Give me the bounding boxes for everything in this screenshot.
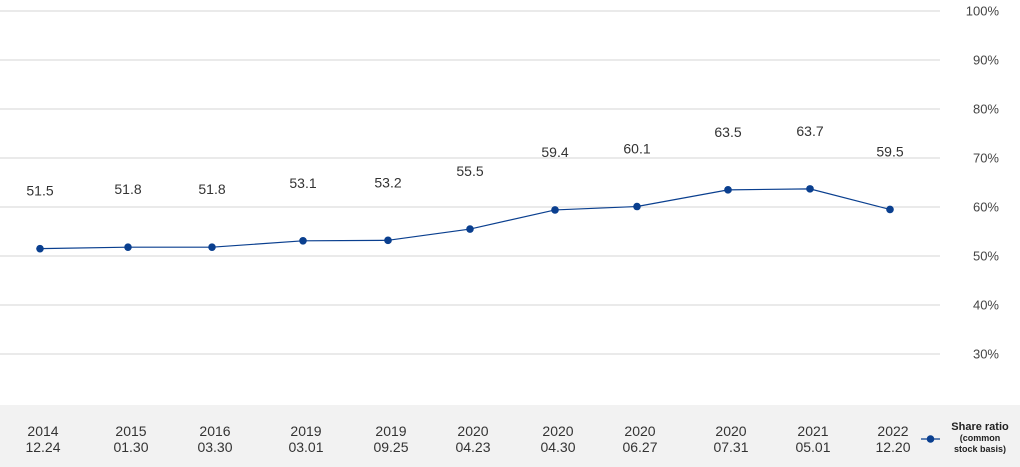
- y-tick-label: 60%: [973, 200, 999, 215]
- data-point: [551, 206, 559, 214]
- series-line: [39, 188, 891, 250]
- data-label: 51.8: [198, 181, 225, 197]
- data-label: 59.4: [541, 144, 568, 160]
- legend: Share ratio (common stock basis): [921, 421, 1009, 454]
- data-label: 51.5: [26, 183, 53, 199]
- data-point: [724, 186, 732, 194]
- y-tick-label: 40%: [973, 298, 999, 313]
- legend-marker-icon: [926, 435, 935, 443]
- x-tick-label: 2020 07.31: [713, 423, 748, 455]
- y-tick-label: 70%: [973, 151, 999, 166]
- data-label: 59.5: [876, 143, 903, 159]
- x-tick-label: 2015 01.30: [113, 423, 148, 455]
- x-tick-label: 2020 04.30: [540, 423, 575, 455]
- data-point: [124, 243, 132, 251]
- y-tick-label: 30%: [973, 347, 999, 362]
- gridlines: [0, 10, 940, 355]
- x-axis: 2014 12.24 2015 01.30 2016 03.30 2019 03.01 2019…: [25, 423, 910, 455]
- data-label: 53.1: [289, 175, 316, 191]
- x-axis-band: [0, 405, 1020, 467]
- x-tick-label: 2019 09.25: [373, 423, 408, 455]
- data-point: [384, 236, 392, 245]
- x-tick-label: 2016 03.30: [197, 423, 232, 455]
- x-tick-label: 2020 06.27: [622, 423, 657, 455]
- x-tick-label: 2021 05.01: [795, 423, 830, 455]
- x-tick-label: 2019 03.01: [288, 423, 323, 455]
- data-label: 63.5: [714, 124, 741, 140]
- x-tick-label: 2014 12.24: [25, 423, 60, 455]
- y-axis: 30% 40% 50% 60% 70% 80% 90% 100%: [966, 4, 1000, 362]
- y-tick-label: 50%: [973, 249, 999, 264]
- data-point: [466, 225, 474, 233]
- x-tick-label: 2020 04.23: [455, 423, 490, 455]
- data-points: [36, 185, 894, 253]
- y-tick-label: 80%: [973, 102, 999, 117]
- data-point: [208, 243, 216, 251]
- legend-label: Share ratio (common stock basis): [951, 421, 1009, 454]
- data-point: [299, 237, 307, 245]
- data-label: 63.7: [796, 123, 823, 139]
- data-label: 53.2: [374, 174, 401, 190]
- data-point: [36, 244, 44, 253]
- data-labels: 51.5 51.8 51.8 53.1 53.2 55.5 59.4 60.1 63.5 63.7…: [26, 123, 903, 199]
- data-point: [886, 205, 894, 214]
- data-label: 55.5: [456, 163, 483, 179]
- y-tick-label: 100%: [966, 4, 1000, 19]
- y-tick-label: 90%: [973, 53, 999, 68]
- data-label: 51.8: [114, 181, 141, 197]
- data-label: 60.1: [623, 141, 650, 157]
- data-point: [633, 202, 641, 211]
- x-tick-label: 2022 12.20: [875, 423, 910, 455]
- data-point: [806, 185, 814, 193]
